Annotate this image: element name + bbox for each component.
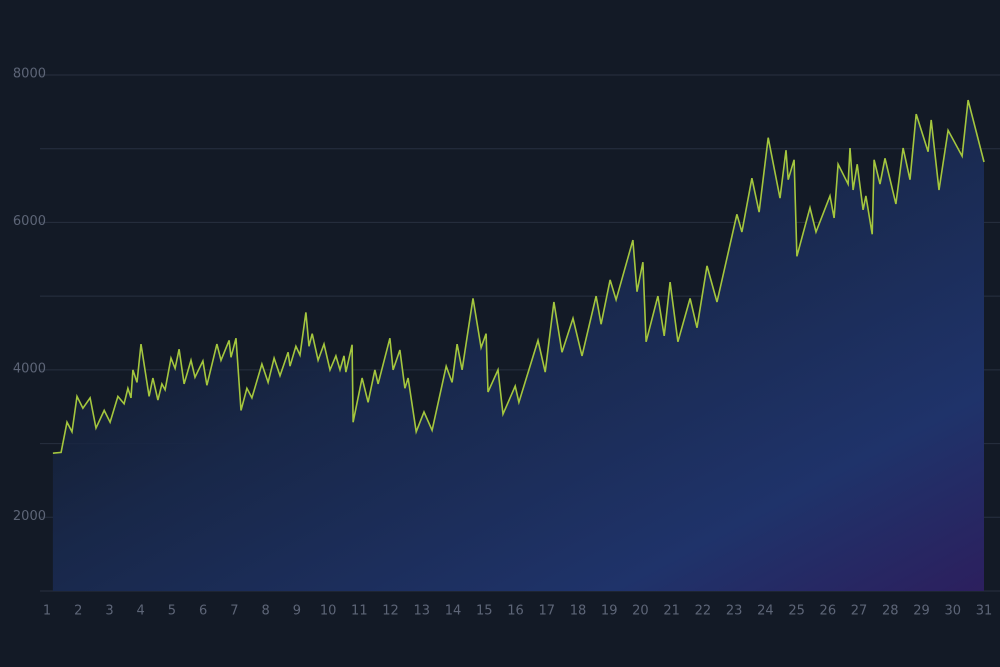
x-tick-label: 6 <box>199 604 207 619</box>
x-tick-label: 9 <box>293 604 301 619</box>
x-tick-label: 15 <box>476 604 493 619</box>
x-tick-label: 13 <box>414 604 431 619</box>
x-tick-label: 24 <box>757 604 774 619</box>
x-tick-label: 14 <box>445 604 462 619</box>
y-tick-label: 6000 <box>13 214 46 229</box>
x-tick-label: 18 <box>570 604 587 619</box>
x-tick-label: 8 <box>261 604 269 619</box>
x-tick-label: 7 <box>230 604 238 619</box>
x-tick-label: 29 <box>913 604 930 619</box>
x-tick-label: 31 <box>976 604 993 619</box>
x-tick-label: 4 <box>137 604 145 619</box>
x-tick-label: 2 <box>74 604 82 619</box>
x-tick-label: 22 <box>695 604 712 619</box>
x-tick-label: 10 <box>320 604 337 619</box>
x-tick-label: 23 <box>726 604 743 619</box>
x-tick-label: 30 <box>944 604 961 619</box>
x-tick-label: 5 <box>168 604 176 619</box>
y-tick-label: 8000 <box>13 67 46 82</box>
x-tick-label: 25 <box>788 604 805 619</box>
x-tick-label: 19 <box>601 604 618 619</box>
line <box>52 99 985 454</box>
x-tick-label: 11 <box>351 604 368 619</box>
area <box>52 100 984 591</box>
x-tick-label: 27 <box>851 604 868 619</box>
x-tick-label: 21 <box>663 604 680 619</box>
x-tick-label: 17 <box>538 604 555 619</box>
x-tick-label: 26 <box>820 604 837 619</box>
x-tick-label: 3 <box>105 604 113 619</box>
x-tick-label: 1 <box>43 604 51 619</box>
x-tick-label: 12 <box>382 604 399 619</box>
x-tick-label: 28 <box>882 604 899 619</box>
x-tick-label: 16 <box>507 604 524 619</box>
y-tick-label: 2000 <box>13 509 46 524</box>
y-tick-label: 4000 <box>13 361 46 376</box>
x-tick-label: 20 <box>632 604 649 619</box>
